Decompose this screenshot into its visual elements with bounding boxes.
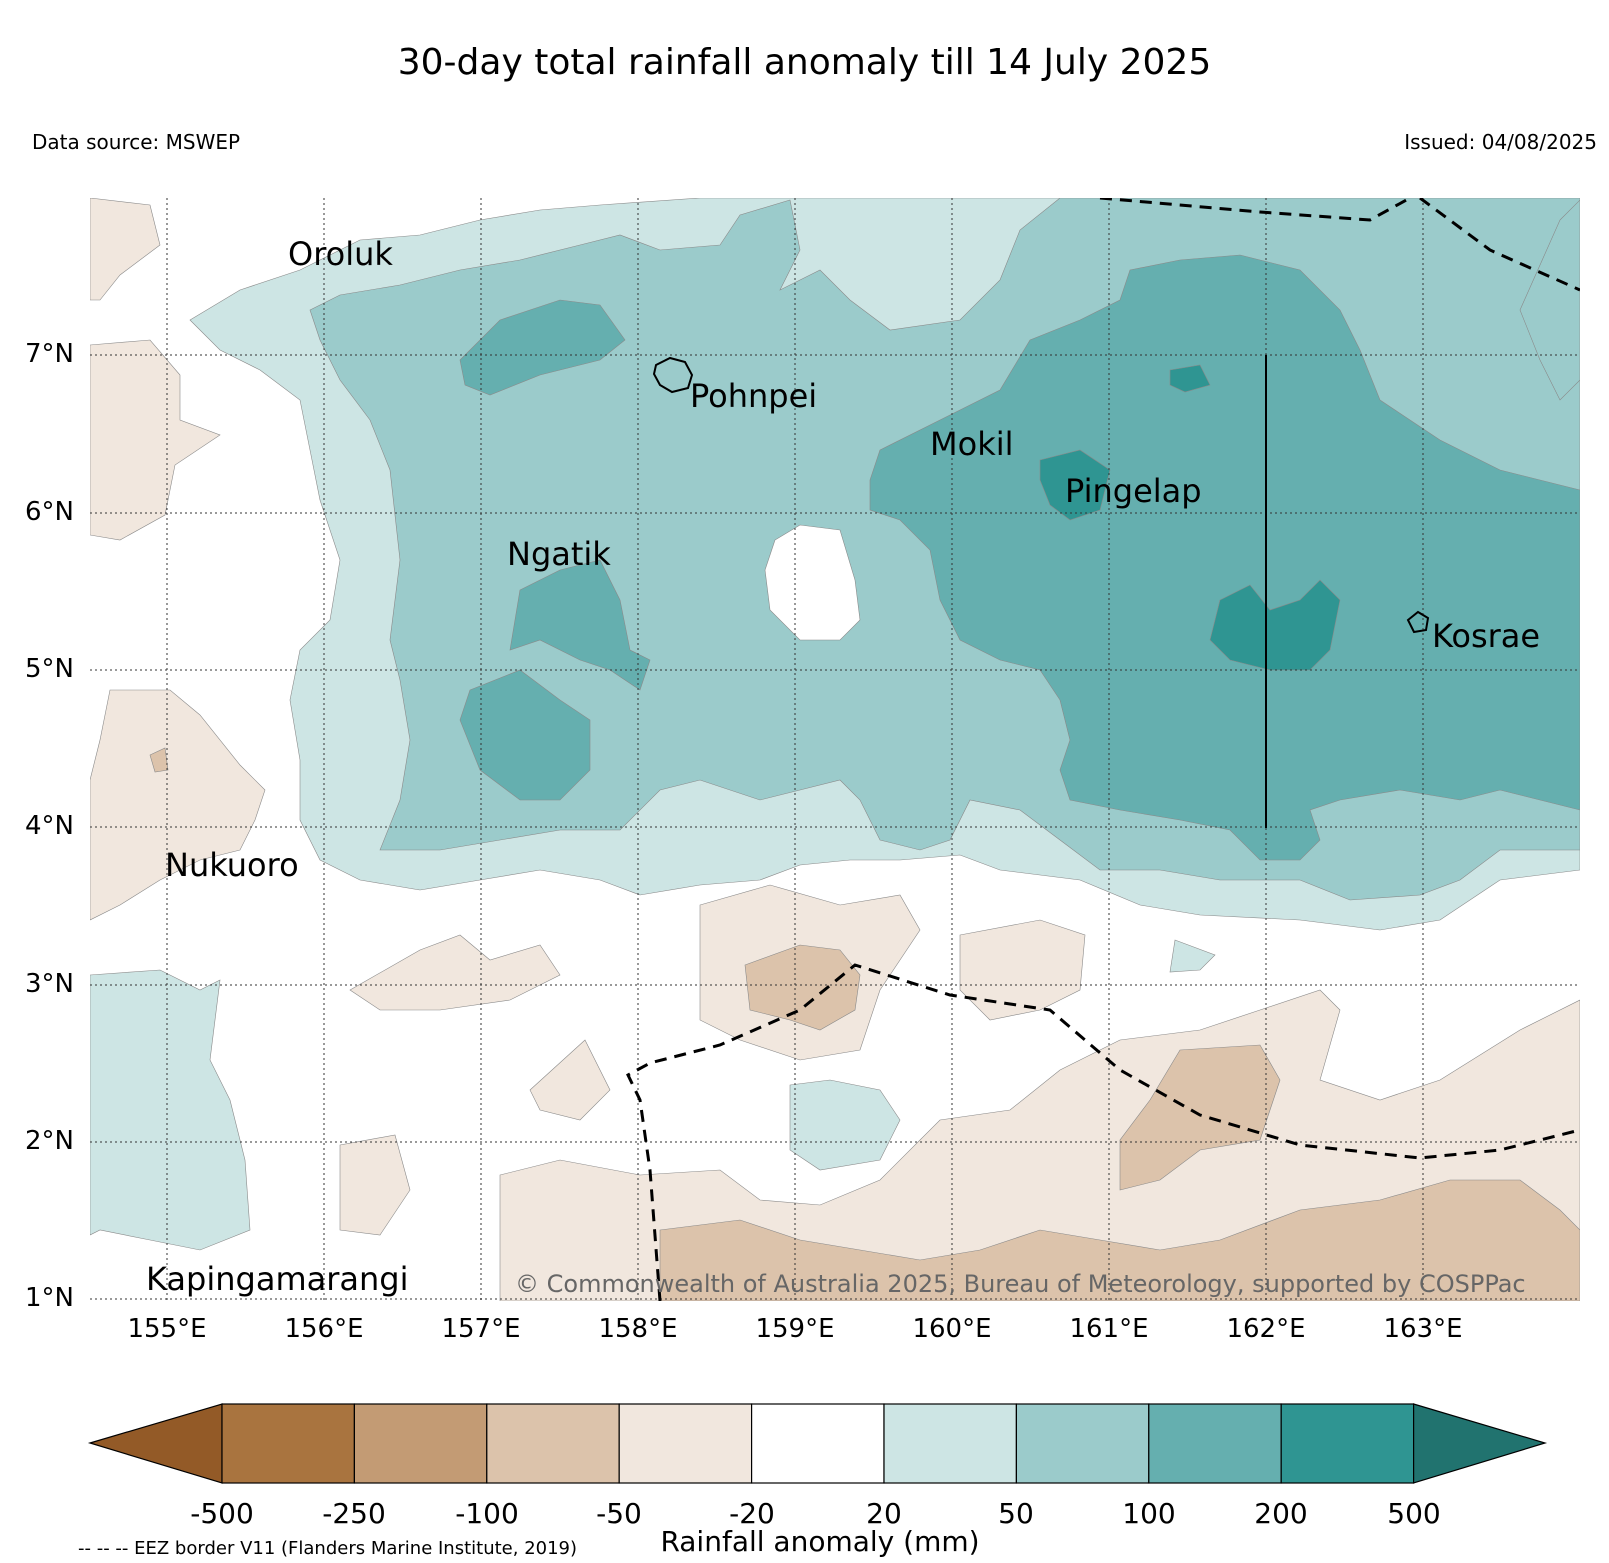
anomaly-field (90, 198, 1580, 1301)
drier-region (149, 747, 1580, 1301)
place-label-oroluk: Oroluk (288, 235, 393, 273)
lon-label: 158°E (598, 1314, 678, 1344)
colorbar-bin (750, 1403, 885, 1484)
colorbar-tick: 100 (1122, 1497, 1176, 1530)
copyright-notice: © Commonwealth of Australia 2025, Bureau… (515, 1270, 1526, 1298)
lon-label: 162°E (1226, 1314, 1306, 1344)
lat-label: 4°N (25, 811, 74, 841)
dry-region-west (90, 198, 266, 921)
dry-hole (764, 524, 861, 641)
lon-label: 161°E (1069, 1314, 1149, 1344)
eez-border (626, 198, 1580, 1301)
map-title: 30-day total rainfall anomaly till 14 Ju… (397, 42, 1212, 83)
colorbar-bin (221, 1403, 355, 1484)
colorbar-extend-low (87, 1403, 223, 1484)
lat-label: 2°N (25, 1126, 74, 1156)
lat-label: 5°N (25, 654, 74, 684)
colorbar-tick: 500 (1387, 1497, 1441, 1530)
lon-label: 159°E (755, 1314, 835, 1344)
colorbar-bin (1280, 1403, 1415, 1484)
colorbar-bin (883, 1403, 1017, 1484)
colorbar-bin (486, 1403, 620, 1484)
place-label-pingelap: Pingelap (1065, 472, 1202, 510)
issued-date: Issued: 04/08/2025 (1404, 130, 1597, 154)
place-label-ngatik: Ngatik (507, 535, 611, 573)
data-source: Data source: MSWEP (32, 130, 241, 154)
kosrae-island (1406, 610, 1430, 634)
lat-label: 3°N (25, 969, 74, 999)
lon-label: 160°E (912, 1314, 992, 1344)
colorbar-bin (353, 1403, 488, 1484)
place-label-nukuoro: Nukuoro (165, 846, 299, 884)
colorbar-tick: 50 (998, 1497, 1034, 1530)
colorbar-extend-high (1412, 1403, 1548, 1484)
place-label-mokil: Mokil (930, 425, 1014, 463)
dry-region-south (339, 884, 1580, 1301)
colorbar-label: Rainfall anomaly (mm) (660, 1525, 980, 1558)
lon-label: 163°E (1383, 1314, 1463, 1344)
lat-label: 1°N (25, 1283, 74, 1313)
lat-label: 6°N (25, 497, 74, 527)
colorbar-tick: -100 (455, 1497, 519, 1530)
colorbar-tick: 20 (866, 1497, 902, 1530)
colorbar-tick: -500 (190, 1497, 254, 1530)
place-label-kapingamarangi: Kapingamarangi (146, 1260, 409, 1298)
lat-label: 7°N (25, 339, 74, 369)
colorbar-tick: -250 (322, 1497, 386, 1530)
place-label-kosrae: Kosrae (1432, 617, 1541, 655)
wet-region-200 (459, 254, 1580, 861)
colorbar-tick: -20 (729, 1497, 775, 1530)
colorbar (87, 1403, 1548, 1484)
lon-label: 155°E (127, 1314, 207, 1344)
eez-legend: -- -- -- EEZ border V11 (Flanders Marine… (78, 1538, 578, 1559)
colorbar-tick: -50 (596, 1497, 642, 1530)
colorbar-bin (618, 1403, 753, 1484)
colorbar-bin (1148, 1403, 1282, 1484)
pohnpei-island (652, 356, 694, 394)
place-label-pohnpei: Pohnpei (690, 377, 818, 415)
colorbar-bin (1015, 1403, 1150, 1484)
lon-label: 156°E (284, 1314, 364, 1344)
colorbar-tick: 200 (1254, 1497, 1308, 1530)
lon-label: 157°E (441, 1314, 521, 1344)
